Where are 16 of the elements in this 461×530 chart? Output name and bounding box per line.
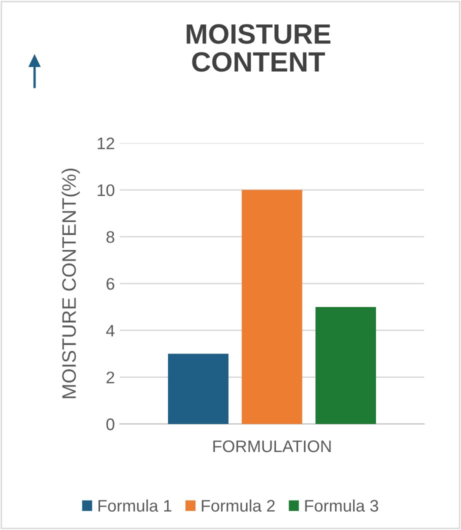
legend-label: Formula 3 (305, 499, 378, 512)
legend-label: Formula 1 (98, 499, 172, 512)
y-tick-label: 8 (106, 231, 114, 243)
y-tick-label: 0 (106, 418, 114, 430)
bar (242, 190, 302, 424)
legend-label: Formula 2 (202, 499, 275, 512)
y-tick-label: 6 (106, 278, 114, 290)
x-axis-title: FORMULATION (213, 440, 331, 452)
y-tick-label: 10 (98, 184, 114, 196)
bar (316, 306, 376, 424)
bar (168, 354, 228, 424)
y-tick-label: 4 (106, 324, 115, 336)
y-axis-title: MOISTURE CONTENT(%) (62, 168, 80, 398)
chart-title: MOISTURE CONTENT (186, 24, 330, 72)
y-tick-label: 2 (106, 372, 114, 384)
y-tick-label: 12 (98, 138, 114, 150)
